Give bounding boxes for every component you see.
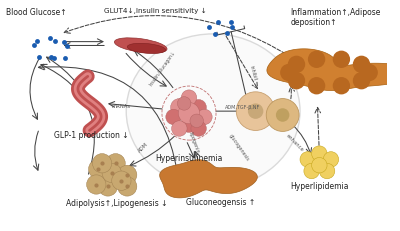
Text: lipogenin: lipogenin [188, 131, 200, 154]
Circle shape [333, 78, 350, 95]
Circle shape [166, 110, 181, 125]
Circle shape [177, 97, 191, 111]
Circle shape [300, 152, 316, 167]
Circle shape [360, 64, 378, 82]
Text: ADM: ADM [138, 141, 150, 153]
Text: enhance: enhance [285, 133, 305, 152]
Text: Insulin,Glucagon↓: Insulin,Glucagon↓ [149, 50, 177, 87]
Text: inhibit: inhibit [248, 65, 257, 81]
Ellipse shape [114, 39, 167, 54]
Polygon shape [267, 50, 400, 91]
Circle shape [308, 78, 325, 95]
Text: Inflammation↑,Adipose
deposition↑: Inflammation↑,Adipose deposition↑ [290, 8, 381, 27]
Text: GLUT4↓,Insulin sensitivity ↓: GLUT4↓,Insulin sensitivity ↓ [104, 8, 207, 14]
Circle shape [112, 171, 131, 191]
Polygon shape [160, 160, 257, 198]
Circle shape [118, 165, 137, 185]
Circle shape [92, 154, 112, 173]
Circle shape [236, 92, 275, 131]
Text: ADM,TGF-β,NF: ADM,TGF-β,NF [225, 105, 260, 110]
Circle shape [323, 152, 339, 167]
Circle shape [87, 175, 106, 194]
Text: glucogenesis: glucogenesis [228, 133, 250, 162]
Circle shape [118, 177, 137, 196]
Circle shape [288, 73, 305, 90]
Text: Gluconeogensis ↑: Gluconeogensis ↑ [186, 197, 255, 206]
Circle shape [266, 99, 299, 132]
Circle shape [181, 91, 197, 106]
Circle shape [280, 64, 298, 82]
Circle shape [88, 160, 108, 179]
Text: mRNAs: mRNAs [112, 103, 131, 108]
Circle shape [191, 121, 206, 137]
Circle shape [172, 121, 187, 137]
Circle shape [191, 100, 206, 116]
Text: Adipolysis↑,Lipogenesis ↓: Adipolysis↑,Lipogenesis ↓ [66, 198, 168, 207]
Circle shape [190, 115, 204, 128]
Circle shape [333, 51, 350, 69]
Ellipse shape [127, 44, 166, 54]
Circle shape [178, 103, 200, 124]
Circle shape [353, 73, 370, 90]
Circle shape [171, 99, 188, 116]
Circle shape [288, 56, 305, 74]
Circle shape [276, 109, 290, 122]
Ellipse shape [126, 35, 300, 188]
Circle shape [319, 164, 335, 179]
Circle shape [197, 110, 212, 125]
Circle shape [304, 164, 319, 179]
Circle shape [106, 154, 125, 173]
Circle shape [312, 158, 327, 173]
Text: Hyperlipidemia: Hyperlipidemia [290, 181, 349, 190]
Circle shape [312, 146, 327, 162]
Text: Blood Glucose↑: Blood Glucose↑ [6, 8, 66, 17]
Circle shape [181, 117, 197, 133]
Circle shape [308, 51, 325, 69]
Text: GLP-1 production ↓: GLP-1 production ↓ [54, 131, 128, 140]
Circle shape [98, 177, 118, 196]
Text: Hyperinsulinemia: Hyperinsulinemia [155, 153, 223, 162]
Circle shape [248, 104, 263, 119]
Circle shape [102, 164, 121, 183]
Circle shape [353, 56, 370, 74]
